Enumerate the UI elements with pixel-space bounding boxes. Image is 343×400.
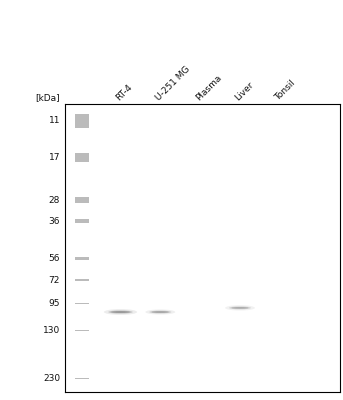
Bar [75, 378, 88, 379]
Text: Tonsil: Tonsil [273, 78, 297, 102]
Ellipse shape [225, 305, 255, 310]
Bar [75, 258, 88, 260]
Text: 56: 56 [48, 254, 60, 263]
Bar [75, 303, 88, 304]
Bar [75, 279, 88, 281]
Bar [75, 153, 88, 162]
Ellipse shape [111, 311, 130, 313]
Text: 95: 95 [48, 299, 60, 308]
Text: U-251 MG: U-251 MG [154, 64, 192, 102]
Ellipse shape [108, 310, 133, 314]
Text: 17: 17 [48, 153, 60, 162]
Bar [75, 330, 88, 331]
Bar [75, 114, 88, 128]
Text: 130: 130 [43, 326, 60, 335]
Text: Plasma: Plasma [194, 73, 223, 102]
Ellipse shape [152, 311, 169, 313]
Text: 72: 72 [49, 276, 60, 284]
Text: 230: 230 [43, 374, 60, 383]
Ellipse shape [149, 311, 171, 314]
Text: 28: 28 [49, 196, 60, 205]
Ellipse shape [145, 310, 175, 314]
Bar [75, 197, 88, 203]
Text: 36: 36 [48, 217, 60, 226]
Text: 11: 11 [48, 116, 60, 126]
Ellipse shape [232, 307, 248, 309]
Text: [kDa]: [kDa] [35, 93, 60, 102]
Text: Liver: Liver [234, 80, 256, 102]
Text: RT-4: RT-4 [114, 82, 134, 102]
Ellipse shape [229, 306, 251, 309]
Bar [75, 219, 88, 224]
Ellipse shape [104, 309, 137, 315]
